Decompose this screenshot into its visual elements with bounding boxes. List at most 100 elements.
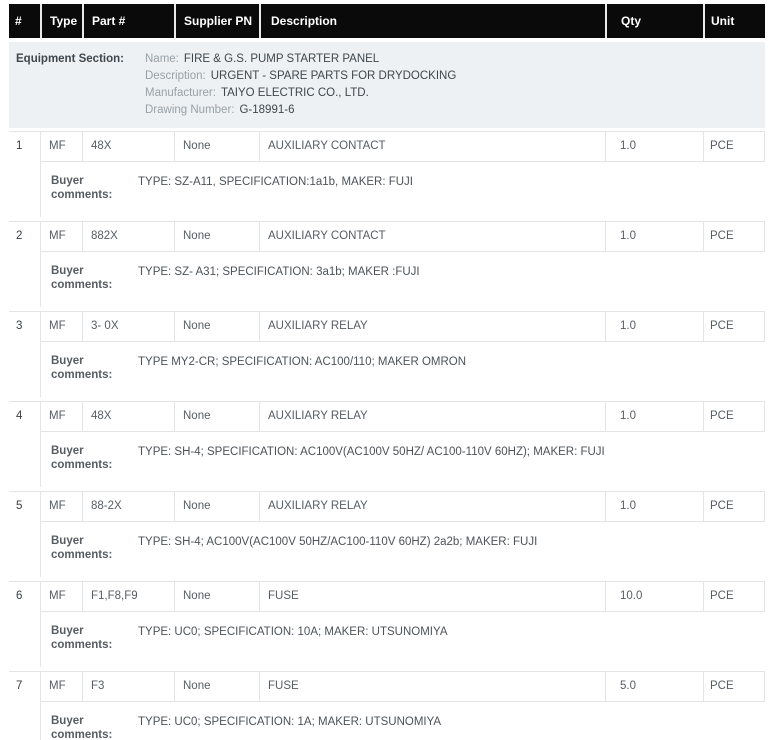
qty-cell: 1.0 <box>605 492 703 522</box>
row-number-cell: 4 <box>16 410 23 422</box>
equipment-drawing-number-value: G-18991-6 <box>239 104 295 116</box>
table-row: 3 MF 3- 0X None AUXILIARY RELAY 1.0 PCE … <box>9 311 765 401</box>
buyer-comments-block: Buyer comments: TYPE: SH-4; AC100V(AC100… <box>40 522 765 577</box>
buyer-comments-label: Buyer comments: <box>51 175 113 201</box>
buyer-comments-label: Buyer comments: <box>51 355 113 381</box>
buyer-comments-text: TYPE: SZ- A31; SPECIFICATION: 3a1b; MAKE… <box>138 266 420 278</box>
buyer-comments-text: TYPE: SZ-A11, SPECIFICATION:1a1b, MAKER:… <box>138 176 414 188</box>
equipment-manufacturer-value: TAIYO ELECTRIC CO., LTD. <box>220 87 369 99</box>
description-cell: FUSE <box>259 672 605 702</box>
column-header-qty: Qty <box>605 4 703 38</box>
table-row: 5 MF 88-2X None AUXILIARY RELAY 1.0 PCE … <box>9 491 765 581</box>
qty-cell: 5.0 <box>605 672 703 702</box>
buyer-comments-block: Buyer comments: TYPE: UC0; SPECIFICATION… <box>40 612 765 667</box>
equipment-name-line: Name: FIRE & G.S. PUMP STARTER PANEL <box>145 51 765 68</box>
buyer-comments-block: Buyer comments: TYPE: SH-4; SPECIFICATIO… <box>40 432 765 487</box>
qty-cell: 1.0 <box>605 132 703 162</box>
qty-cell: 1.0 <box>605 402 703 432</box>
item-main-row: 3 MF 3- 0X None AUXILIARY RELAY 1.0 PCE <box>9 312 765 342</box>
unit-cell: PCE <box>703 672 765 702</box>
table-header-row: # Type Part # Supplier PN Description Qt… <box>9 4 765 38</box>
supplier-pn-cell: None <box>174 402 259 432</box>
unit-cell: PCE <box>703 492 765 522</box>
column-header-supplier-pn: Supplier PN <box>174 4 259 38</box>
part-number-cell: 48X <box>82 402 174 432</box>
equipment-manufacturer-label: Manufacturer: <box>145 87 216 99</box>
unit-cell: PCE <box>703 312 765 342</box>
description-cell: AUXILIARY RELAY <box>259 402 605 432</box>
item-main-row: 5 MF 88-2X None AUXILIARY RELAY 1.0 PCE <box>9 492 765 522</box>
description-cell: AUXILIARY RELAY <box>259 492 605 522</box>
supplier-pn-cell: None <box>174 672 259 702</box>
buyer-comments-text: TYPE: UC0; SPECIFICATION: 1A; MAKER: UTS… <box>138 716 442 728</box>
equipment-description-label: Description: <box>145 70 206 82</box>
type-cell: MF <box>40 132 82 162</box>
parts-table-page: # Type Part # Supplier PN Description Qt… <box>0 4 778 740</box>
description-cell: AUXILIARY CONTACT <box>259 132 605 162</box>
equipment-section-details: Name: FIRE & G.S. PUMP STARTER PANEL Desc… <box>145 51 765 128</box>
supplier-pn-cell: None <box>174 492 259 522</box>
buyer-comments-label: Buyer comments: <box>51 715 113 740</box>
equipment-name-value: FIRE & G.S. PUMP STARTER PANEL <box>183 53 380 65</box>
type-cell: MF <box>40 582 82 612</box>
buyer-comments-block: Buyer comments: TYPE: UC0; SPECIFICATION… <box>40 702 765 740</box>
row-number-cell: 1 <box>16 140 23 152</box>
part-number-cell: 88-2X <box>82 492 174 522</box>
description-cell: AUXILIARY RELAY <box>259 312 605 342</box>
row-number-cell: 6 <box>16 590 23 602</box>
column-header-number: # <box>15 14 22 28</box>
column-header-type: Type <box>40 4 82 38</box>
equipment-manufacturer-line: Manufacturer: TAIYO ELECTRIC CO., LTD. <box>145 85 765 102</box>
table-row: 4 MF 48X None AUXILIARY RELAY 1.0 PCE Bu… <box>9 401 765 491</box>
equipment-section: Equipment Section: Name: FIRE & G.S. PUMP… <box>9 42 765 128</box>
column-header-description: Description <box>259 4 605 38</box>
item-main-row: 2 MF 882X None AUXILIARY CONTACT 1.0 PCE <box>9 222 765 252</box>
buyer-comments-block: Buyer comments: TYPE MY2-CR; SPECIFICATI… <box>40 342 765 397</box>
qty-cell: 1.0 <box>605 222 703 252</box>
part-number-cell: F3 <box>82 672 174 702</box>
row-number-cell: 7 <box>16 680 23 692</box>
items-list: 1 MF 48X None AUXILIARY CONTACT 1.0 PCE … <box>9 131 765 740</box>
equipment-drawing-number-line: Drawing Number: G-18991-6 <box>145 102 765 119</box>
part-number-cell: 3- 0X <box>82 312 174 342</box>
buyer-comments-block: Buyer comments: TYPE: SZ-A11, SPECIFICAT… <box>40 162 765 217</box>
equipment-section-label: Equipment Section: <box>16 53 124 65</box>
table-row: 6 MF F1,F8,F9 None FUSE 10.0 PCE Buyer c… <box>9 581 765 671</box>
buyer-comments-label: Buyer comments: <box>51 535 113 561</box>
item-main-row: 6 MF F1,F8,F9 None FUSE 10.0 PCE <box>9 582 765 612</box>
part-number-cell: 48X <box>82 132 174 162</box>
item-main-row: 7 MF F3 None FUSE 5.0 PCE <box>9 672 765 702</box>
row-number-cell: 5 <box>16 500 23 512</box>
part-number-cell: F1,F8,F9 <box>82 582 174 612</box>
supplier-pn-cell: None <box>174 222 259 252</box>
equipment-description-line: Description: URGENT - SPARE PARTS FOR DRY… <box>145 68 765 85</box>
item-main-row: 1 MF 48X None AUXILIARY CONTACT 1.0 PCE <box>9 132 765 162</box>
type-cell: MF <box>40 672 82 702</box>
qty-cell: 10.0 <box>605 582 703 612</box>
unit-cell: PCE <box>703 222 765 252</box>
row-number-cell: 2 <box>16 230 23 242</box>
unit-cell: PCE <box>703 582 765 612</box>
type-cell: MF <box>40 312 82 342</box>
supplier-pn-cell: None <box>174 582 259 612</box>
column-header-part: Part # <box>82 4 174 38</box>
buyer-comments-text: TYPE: UC0; SPECIFICATION: 10A; MAKER: UT… <box>138 626 448 638</box>
unit-cell: PCE <box>703 402 765 432</box>
supplier-pn-cell: None <box>174 312 259 342</box>
equipment-description-value: URGENT - SPARE PARTS FOR DRYDOCKING <box>210 70 457 82</box>
column-header-unit: Unit <box>703 4 765 38</box>
table-row: 7 MF F3 None FUSE 5.0 PCE Buyer comments… <box>9 671 765 740</box>
description-cell: FUSE <box>259 582 605 612</box>
buyer-comments-text: TYPE: SH-4; AC100V(AC100V 50HZ/AC100-110… <box>138 536 538 548</box>
part-number-cell: 882X <box>82 222 174 252</box>
type-cell: MF <box>40 222 82 252</box>
qty-cell: 1.0 <box>605 312 703 342</box>
buyer-comments-text: TYPE MY2-CR; SPECIFICATION: AC100/110; M… <box>138 356 467 368</box>
row-number-cell: 3 <box>16 320 23 332</box>
table-row: 2 MF 882X None AUXILIARY CONTACT 1.0 PCE… <box>9 221 765 311</box>
equipment-drawing-number-label: Drawing Number: <box>145 104 235 116</box>
equipment-name-label: Name: <box>145 53 179 65</box>
buyer-comments-label: Buyer comments: <box>51 625 113 651</box>
parts-table: # Type Part # Supplier PN Description Qt… <box>9 4 765 740</box>
table-row: 1 MF 48X None AUXILIARY CONTACT 1.0 PCE … <box>9 131 765 221</box>
